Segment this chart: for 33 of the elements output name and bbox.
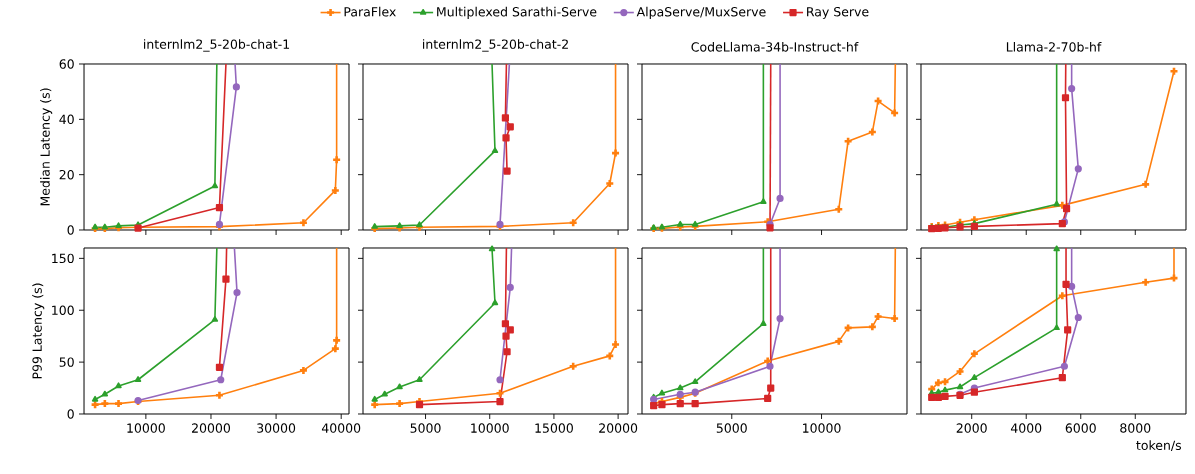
y-axis-title: Median Latency (s)	[40, 88, 53, 206]
x-tick-label: 5000	[410, 423, 441, 433]
legend-label: AlpaServe/MuxServe	[636, 6, 766, 19]
x-axis-title: token/s	[1136, 440, 1182, 452]
x-tick-label: 10000	[471, 423, 509, 433]
y-tick-label: 40	[59, 114, 74, 125]
y-tick-label: 0	[67, 409, 74, 419]
y-tick-label: 20	[59, 169, 74, 180]
y-axis-title: P99 Latency (s)	[32, 283, 45, 379]
x-tick-label: 15000	[535, 423, 573, 433]
legend-label: Multiplexed Sarathi-Serve	[437, 6, 597, 19]
chart-title: Llama-2-70b-hf	[1006, 41, 1102, 52]
x-tick-label: 6000	[1065, 423, 1096, 433]
x-tick-label: 2000	[956, 423, 987, 433]
y-tick-label: 60	[59, 59, 74, 69]
chart-title: internlm2_5-20b-chat-1	[144, 39, 290, 52]
y-tick-label: 150	[52, 253, 74, 264]
x-tick-label: 4000	[1010, 423, 1042, 433]
legend-label: Ray Serve	[807, 6, 869, 19]
x-tick-label: 20000	[192, 423, 231, 433]
x-tick-label: 40000	[321, 423, 361, 433]
legend-label: ParaFlex	[344, 6, 396, 17]
x-tick-label: 8000	[1120, 423, 1151, 433]
y-tick-label: 0	[67, 225, 74, 235]
chart-title: internlm2_5-20b-chat-2	[423, 39, 568, 52]
x-tick-label: 5000	[716, 423, 747, 433]
x-tick-label: 30000	[257, 423, 296, 433]
x-tick-label: 20000	[599, 423, 638, 433]
x-tick-label: 10000	[127, 423, 165, 433]
chart-title: CodeLlama-34b-Instruct-hf	[691, 41, 859, 52]
y-tick-label: 100	[52, 305, 74, 315]
y-tick-label: 50	[59, 357, 74, 367]
x-tick-label: 10000	[803, 423, 841, 433]
